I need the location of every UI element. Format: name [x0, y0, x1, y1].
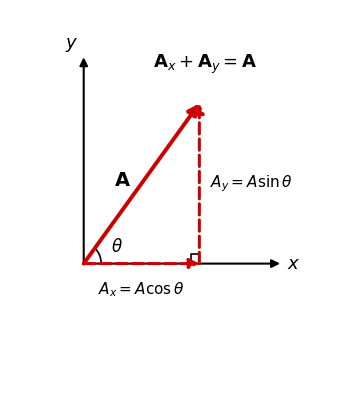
Text: $\mathbf{A}_x + \mathbf{A}_y = \mathbf{A}$: $\mathbf{A}_x + \mathbf{A}_y = \mathbf{A…: [153, 53, 257, 76]
Text: $A_y = A\sin\theta$: $A_y = A\sin\theta$: [210, 173, 293, 194]
Text: $\mathbf{A}$: $\mathbf{A}$: [114, 171, 131, 190]
Text: $A_x = A\cos\theta$: $A_x = A\cos\theta$: [98, 280, 185, 299]
Text: $y$: $y$: [65, 36, 78, 54]
Text: $x$: $x$: [287, 255, 300, 273]
Text: $\theta$: $\theta$: [111, 238, 122, 256]
